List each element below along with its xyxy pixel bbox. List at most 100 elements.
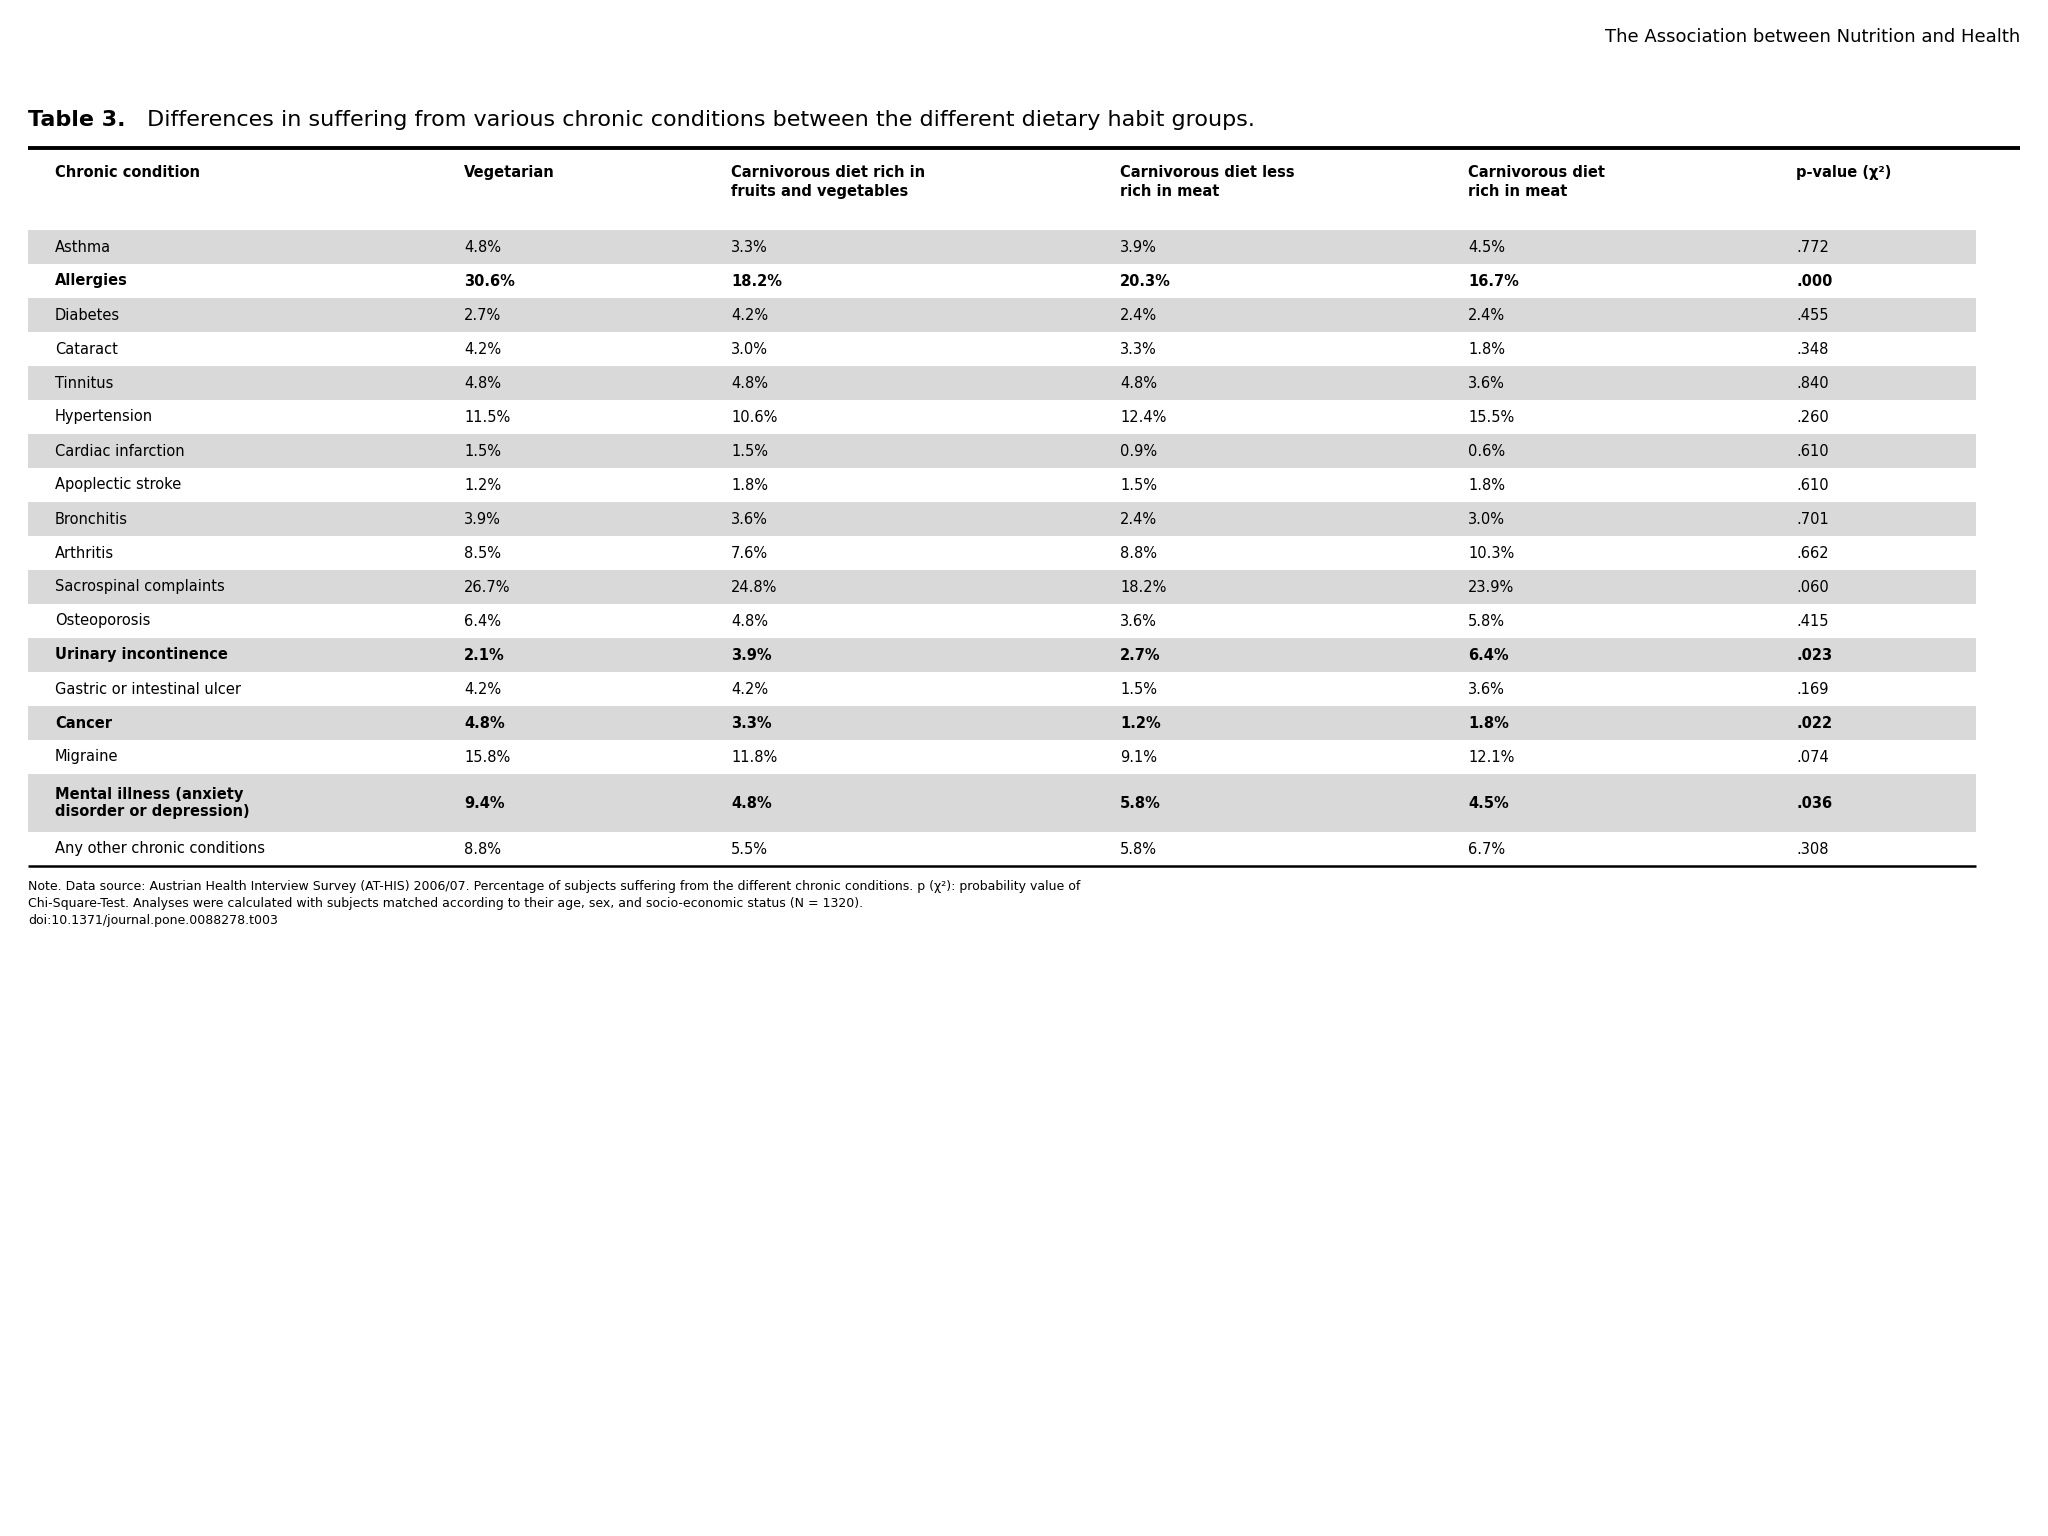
Bar xyxy=(29,502,1976,536)
Text: Any other chronic conditions: Any other chronic conditions xyxy=(55,842,264,857)
Text: 1.8%: 1.8% xyxy=(1468,341,1505,356)
Text: .000: .000 xyxy=(1796,273,1833,289)
Text: 2.7%: 2.7% xyxy=(1120,648,1161,662)
Text: .610: .610 xyxy=(1796,478,1829,493)
Text: Hypertension: Hypertension xyxy=(55,410,154,424)
Text: Carnivorous diet
rich in meat: Carnivorous diet rich in meat xyxy=(1468,164,1606,200)
Text: Sacrospinal complaints: Sacrospinal complaints xyxy=(55,579,225,594)
Bar xyxy=(29,833,1976,866)
Text: 4.2%: 4.2% xyxy=(731,307,768,323)
Text: .022: .022 xyxy=(1796,716,1833,731)
Text: Urinary incontinence: Urinary incontinence xyxy=(55,648,227,662)
Text: Cancer: Cancer xyxy=(55,716,113,731)
Text: 3.9%: 3.9% xyxy=(731,648,772,662)
Text: 5.8%: 5.8% xyxy=(1468,613,1505,628)
Text: 3.6%: 3.6% xyxy=(1468,375,1505,390)
Text: Carnivorous diet rich in
fruits and vegetables: Carnivorous diet rich in fruits and vege… xyxy=(731,164,926,200)
Text: 6.4%: 6.4% xyxy=(465,613,502,628)
Text: .036: .036 xyxy=(1796,796,1833,811)
Text: 6.4%: 6.4% xyxy=(1468,648,1509,662)
Text: Note. Data source: Austrian Health Interview Survey (AT-HIS) 2006/07. Percentage: Note. Data source: Austrian Health Inter… xyxy=(29,880,1081,892)
Text: .610: .610 xyxy=(1796,444,1829,459)
Text: 23.9%: 23.9% xyxy=(1468,579,1513,594)
Text: Carnivorous diet less
rich in meat: Carnivorous diet less rich in meat xyxy=(1120,164,1294,200)
Text: 2.1%: 2.1% xyxy=(465,648,504,662)
Text: Migraine: Migraine xyxy=(55,750,119,765)
Text: 24.8%: 24.8% xyxy=(731,579,778,594)
Text: 20.3%: 20.3% xyxy=(1120,273,1171,289)
Bar xyxy=(29,468,1976,502)
Text: 3.6%: 3.6% xyxy=(1468,682,1505,696)
Text: Table 3.: Table 3. xyxy=(29,111,125,131)
Text: Chronic condition: Chronic condition xyxy=(55,164,201,180)
Text: 8.8%: 8.8% xyxy=(465,842,502,857)
Text: 15.8%: 15.8% xyxy=(465,750,510,765)
Text: 1.5%: 1.5% xyxy=(1120,682,1157,696)
Text: Differences in suffering from various chronic conditions between the different d: Differences in suffering from various ch… xyxy=(139,111,1255,131)
Text: .074: .074 xyxy=(1796,750,1829,765)
Text: 4.8%: 4.8% xyxy=(731,613,768,628)
Text: .840: .840 xyxy=(1796,375,1829,390)
Text: 15.5%: 15.5% xyxy=(1468,410,1513,424)
Text: 3.3%: 3.3% xyxy=(731,716,772,731)
Text: 9.4%: 9.4% xyxy=(465,796,504,811)
Text: 11.8%: 11.8% xyxy=(731,750,778,765)
Text: .308: .308 xyxy=(1796,842,1829,857)
Text: .169: .169 xyxy=(1796,682,1829,696)
Text: 4.8%: 4.8% xyxy=(731,375,768,390)
Text: 5.8%: 5.8% xyxy=(1120,796,1161,811)
Text: 8.5%: 8.5% xyxy=(465,545,502,561)
Bar xyxy=(29,298,1976,332)
Text: Mental illness (anxiety
disorder or depression): Mental illness (anxiety disorder or depr… xyxy=(55,786,250,819)
Bar xyxy=(29,399,1976,435)
Text: Cataract: Cataract xyxy=(55,341,119,356)
Text: 4.2%: 4.2% xyxy=(465,682,502,696)
Text: 2.4%: 2.4% xyxy=(1468,307,1505,323)
Text: 4.5%: 4.5% xyxy=(1468,240,1505,255)
Text: 3.6%: 3.6% xyxy=(731,511,768,527)
Text: 4.2%: 4.2% xyxy=(731,682,768,696)
Text: 7.6%: 7.6% xyxy=(731,545,768,561)
Text: p-value (χ²): p-value (χ²) xyxy=(1796,164,1892,180)
Text: 12.4%: 12.4% xyxy=(1120,410,1167,424)
Text: 0.9%: 0.9% xyxy=(1120,444,1157,459)
Text: 1.8%: 1.8% xyxy=(731,478,768,493)
Bar xyxy=(29,707,1976,740)
Text: 1.2%: 1.2% xyxy=(465,478,502,493)
Text: .348: .348 xyxy=(1796,341,1829,356)
Text: 30.6%: 30.6% xyxy=(465,273,514,289)
Bar xyxy=(29,264,1976,298)
Text: 16.7%: 16.7% xyxy=(1468,273,1520,289)
Text: 3.3%: 3.3% xyxy=(1120,341,1157,356)
Text: 3.0%: 3.0% xyxy=(731,341,768,356)
Bar xyxy=(29,604,1976,637)
Text: 4.8%: 4.8% xyxy=(465,240,502,255)
Text: Cardiac infarction: Cardiac infarction xyxy=(55,444,184,459)
Text: doi:10.1371/journal.pone.0088278.t003: doi:10.1371/journal.pone.0088278.t003 xyxy=(29,914,279,928)
Bar xyxy=(29,435,1976,468)
Text: 1.2%: 1.2% xyxy=(1120,716,1161,731)
Text: .415: .415 xyxy=(1796,613,1829,628)
Text: Diabetes: Diabetes xyxy=(55,307,121,323)
Text: 12.1%: 12.1% xyxy=(1468,750,1513,765)
Text: .060: .060 xyxy=(1796,579,1829,594)
Text: 3.9%: 3.9% xyxy=(465,511,502,527)
Bar xyxy=(29,740,1976,774)
Text: 1.5%: 1.5% xyxy=(465,444,502,459)
Bar xyxy=(29,673,1976,707)
Text: 1.5%: 1.5% xyxy=(731,444,768,459)
Text: Asthma: Asthma xyxy=(55,240,111,255)
Text: 4.8%: 4.8% xyxy=(465,716,504,731)
Text: .772: .772 xyxy=(1796,240,1829,255)
Text: Apoplectic stroke: Apoplectic stroke xyxy=(55,478,182,493)
Text: 0.6%: 0.6% xyxy=(1468,444,1505,459)
Bar xyxy=(29,570,1976,604)
Text: Arthritis: Arthritis xyxy=(55,545,115,561)
Text: 18.2%: 18.2% xyxy=(1120,579,1167,594)
Text: Bronchitis: Bronchitis xyxy=(55,511,127,527)
Text: Vegetarian: Vegetarian xyxy=(465,164,555,180)
Text: Chi-Square-Test. Analyses were calculated with subjects matched according to the: Chi-Square-Test. Analyses were calculate… xyxy=(29,897,862,909)
Text: 4.5%: 4.5% xyxy=(1468,796,1509,811)
Text: 3.6%: 3.6% xyxy=(1120,613,1157,628)
Text: Gastric or intestinal ulcer: Gastric or intestinal ulcer xyxy=(55,682,242,696)
